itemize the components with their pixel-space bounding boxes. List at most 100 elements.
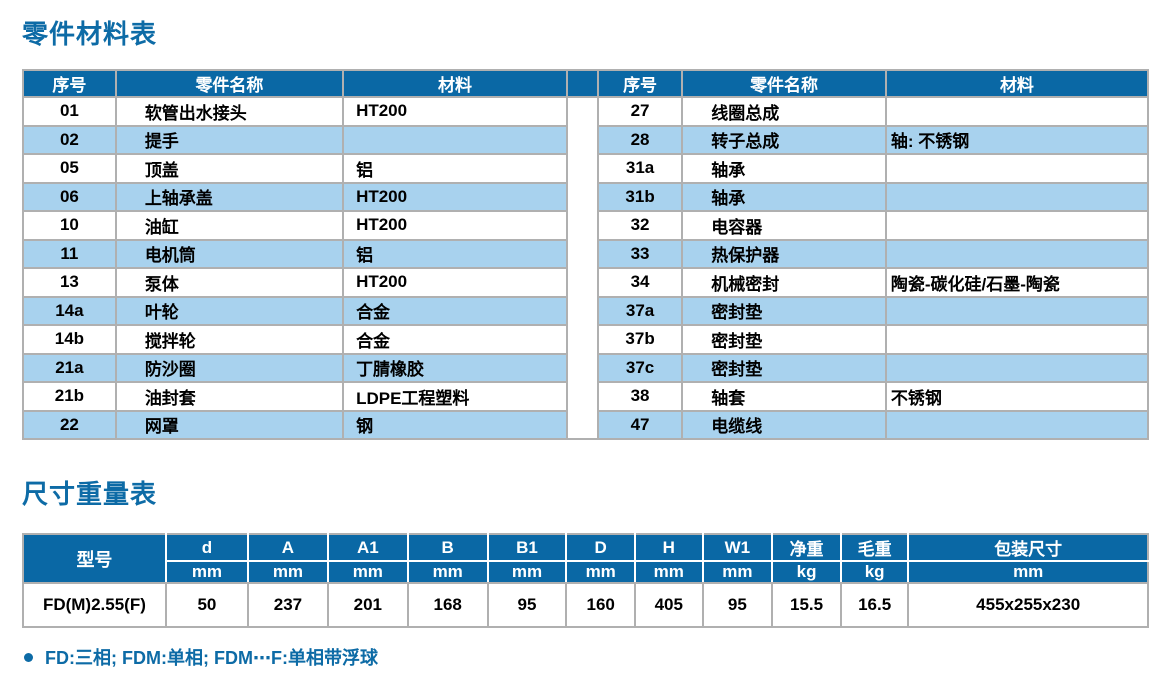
col-unit: mm <box>701 560 774 584</box>
cell-part-name: 油缸 <box>114 210 345 241</box>
parts-table-body: 01 软管出水接头 HT200 27 线圈总成 02 提手 28 转子总成 轴: 不锈钢 05 顶盖铝… <box>22 96 1150 440</box>
cell-part-material: 铝 <box>342 153 568 184</box>
cell-part-no: 28 <box>596 124 684 155</box>
cell-part-no: 33 <box>596 238 684 269</box>
cell-value: 237 <box>247 582 329 628</box>
col-header-d: D <box>565 533 636 562</box>
cell-part-material: 不锈钢 <box>884 381 1150 412</box>
footnote-text: FD:三相; FDM:单相; FDM⋯F:单相带浮球 <box>45 648 378 668</box>
col-header-name-left: 零件名称 <box>114 69 345 98</box>
cell-part-no: 37b <box>596 324 684 355</box>
cell-part-material <box>884 409 1150 440</box>
parts-table-row: 10 油缸 HT200 32 电容器 <box>22 210 1150 241</box>
col-header-no-right: 序号 <box>596 69 684 98</box>
cell-part-name: 顶盖 <box>114 153 345 184</box>
col-unit: mm <box>907 560 1149 584</box>
cell-part-no: 06 <box>22 181 117 212</box>
col-unit: mm <box>164 560 250 584</box>
cell-part-no: 10 <box>22 210 117 241</box>
size-table-data-row: FD(M)2.55(F) 50 237 201 168 95 160 405 95 15.5 16.… <box>22 582 1149 628</box>
size-weight-table: 型号 d A A1 B B1 D H W1 净重 毛重 包装尺寸 mm mm mm mm mm mm mm mm kg… <box>22 533 1149 628</box>
bullet-icon <box>24 652 33 662</box>
separator-column-header <box>565 69 599 98</box>
cell-part-name: 电容器 <box>681 210 887 241</box>
cell-part-material: 铝 <box>342 238 568 269</box>
cell-part-no: 01 <box>22 96 117 127</box>
cell-part-material: 合金 <box>342 295 568 326</box>
cell-part-name: 转子总成 <box>681 124 887 155</box>
cell-value: 50 <box>164 582 250 628</box>
cell-part-name: 软管出水接头 <box>114 96 345 127</box>
cell-part-material <box>884 153 1150 184</box>
cell-part-material: 陶瓷-碳化硅/石墨-陶瓷 <box>884 267 1150 298</box>
cell-part-name: 泵体 <box>114 267 345 298</box>
cell-part-name: 网罩 <box>114 409 345 440</box>
cell-part-name: 油封套 <box>114 381 345 412</box>
cell-part-no: 47 <box>596 409 684 440</box>
col-header-material-left: 材料 <box>342 69 568 98</box>
parts-table-row: 05 顶盖铝 31a 轴承 <box>22 153 1150 184</box>
cell-part-no: 37c <box>596 352 684 383</box>
cell-part-material: HT200 <box>342 267 568 298</box>
cell-part-name: 线圈总成 <box>681 96 887 127</box>
cell-part-no: 21b <box>22 381 117 412</box>
cell-part-material: 合金 <box>342 324 568 355</box>
size-table-header-labels: 型号 d A A1 B B1 D H W1 净重 毛重 包装尺寸 <box>22 533 1149 584</box>
cell-part-no: 32 <box>596 210 684 241</box>
col-header-h: H <box>634 533 704 562</box>
parts-table-row: 02 提手 28 转子总成 轴: 不锈钢 <box>22 124 1150 155</box>
col-unit: mm <box>486 560 568 584</box>
cell-part-material: LDPE工程塑料 <box>342 381 568 412</box>
cell-part-material: 钢 <box>342 409 568 440</box>
cell-part-name: 轴套 <box>681 381 887 412</box>
cell-value: 455x255x230 <box>907 582 1149 628</box>
cell-part-no: 31b <box>596 181 684 212</box>
cell-part-name: 轴承 <box>681 153 887 184</box>
col-header-no-left: 序号 <box>22 69 117 98</box>
cell-part-name: 密封垫 <box>681 352 887 383</box>
col-header-包装尺寸: 包装尺寸 <box>907 533 1149 562</box>
parts-table-row: 22 网罩钢 47 电缆线 <box>22 409 1150 440</box>
cell-part-no: 38 <box>596 381 684 412</box>
col-header-a: A <box>247 533 329 562</box>
cell-part-material <box>884 324 1150 355</box>
cell-part-name: 提手 <box>114 124 345 155</box>
cell-part-material <box>884 210 1150 241</box>
col-unit: mm <box>565 560 636 584</box>
cell-part-material: 丁腈橡胶 <box>342 352 568 383</box>
cell-part-name: 热保护器 <box>681 238 887 269</box>
cell-value: 95 <box>486 582 568 628</box>
col-unit: kg <box>771 560 842 584</box>
cell-part-no: 22 <box>22 409 117 440</box>
parts-table-title: 零件材料表 <box>22 19 158 49</box>
page: 零件材料表 序号 零件名称 材料 序号 零件名称 材料 01 软管出水接头 HT20… <box>22 19 1150 668</box>
cell-value: 16.5 <box>839 582 910 628</box>
col-header-model: 型号 <box>22 533 167 584</box>
size-table-title: 尺寸重量表 <box>22 479 158 509</box>
col-unit: mm <box>406 560 489 584</box>
col-unit: mm <box>247 560 329 584</box>
cell-part-no: 11 <box>22 238 117 269</box>
cell-part-no: 21a <box>22 352 117 383</box>
col-unit: kg <box>839 560 910 584</box>
col-header-毛重: 毛重 <box>839 533 910 562</box>
cell-part-material: HT200 <box>342 210 568 241</box>
cell-part-name: 上轴承盖 <box>114 181 345 212</box>
cell-part-no: 05 <box>22 153 117 184</box>
cell-part-name: 机械密封 <box>681 267 887 298</box>
col-header-d: d <box>164 533 250 562</box>
cell-part-name: 密封垫 <box>681 295 887 326</box>
col-header-name-right: 零件名称 <box>681 69 887 98</box>
cell-part-name: 轴承 <box>681 181 887 212</box>
cell-model: FD(M)2.55(F) <box>22 582 167 628</box>
cell-part-material: HT200 <box>342 96 568 127</box>
cell-value: 168 <box>406 582 489 628</box>
cell-part-no: 34 <box>596 267 684 298</box>
cell-part-name: 电机筒 <box>114 238 345 269</box>
cell-part-name: 搅拌轮 <box>114 324 345 355</box>
col-header-净重: 净重 <box>771 533 842 562</box>
separator-column <box>565 97 599 439</box>
parts-table-row: 06 上轴承盖 HT200 31b 轴承 <box>22 181 1150 212</box>
cell-part-no: 02 <box>22 124 117 155</box>
cell-value: 15.5 <box>771 582 842 628</box>
